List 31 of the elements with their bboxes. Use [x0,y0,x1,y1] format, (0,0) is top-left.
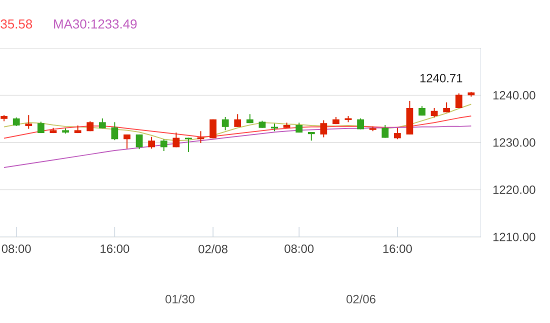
candlestick [222,116,229,131]
text: 35.58 [0,19,32,29]
candlestick [357,118,364,130]
x-tick-label: 16:00 [383,244,412,253]
candlestick [136,134,143,150]
candlestick [124,134,130,150]
y-tick-label: 1230.00 [493,138,536,147]
candlestick [320,120,328,138]
x-tick-label: 02/08 [198,244,228,254]
x-tick-label: 08:00 [284,244,314,253]
text: MA30:1233.49 [54,19,137,29]
candlestick [430,108,438,118]
annotation: 1240.71 [420,74,462,82]
candlestick [172,132,180,148]
text: 01/30 [166,294,194,304]
candlestick [382,124,389,138]
x-tick-label: 08:00 [2,244,31,253]
candlestick [25,114,32,130]
candlestick [394,127,401,140]
x-tick-label: 16:00 [100,244,130,253]
candlestick [160,138,168,152]
text: 02/06 [346,294,376,304]
candlestick [148,136,156,150]
candlestick [98,118,106,129]
y-tick-label: 1210.00 [493,232,536,242]
candlestick [455,92,462,109]
candlestick [234,114,242,128]
candlestick [443,102,450,113]
y-tick-label: 1240.00 [493,91,536,100]
candlestick [111,122,118,141]
y-tick-label: 1220.00 [493,186,536,194]
